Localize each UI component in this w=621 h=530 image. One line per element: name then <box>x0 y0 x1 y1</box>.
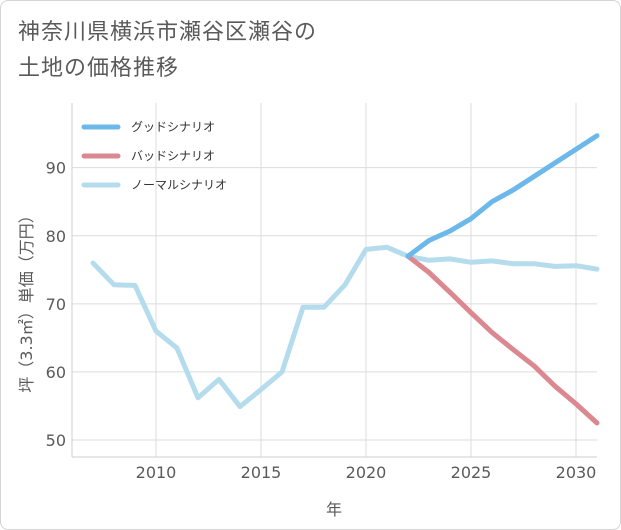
series-lines <box>90 133 600 426</box>
x-tick-labels: 2010 2015 2020 2025 2030 <box>136 463 597 482</box>
y-tick-label-90: 90 <box>46 159 66 178</box>
legend-label-0: グッドシナリオ <box>131 120 215 134</box>
y-tick-label-80: 80 <box>46 227 66 246</box>
y-axis-label: 坪（3.3㎡）単価（万円） <box>17 207 36 392</box>
x-tick-label-2020: 2020 <box>346 463 387 482</box>
legend-label-2: ノーマルシナリオ <box>131 178 227 192</box>
legend-label-1: バッドシナリオ <box>131 149 215 163</box>
x-tick-label-2015: 2015 <box>241 463 282 482</box>
x-axis-label: 年 <box>326 500 342 519</box>
chart-title: 神奈川県横浜市瀬谷区瀬谷の 土地の価格推移 <box>18 15 438 87</box>
grid-lines <box>72 103 597 457</box>
chart-title-line-1: 神奈川県横浜市瀬谷区瀬谷の <box>18 20 318 45</box>
y-tick-label-70: 70 <box>46 295 66 314</box>
x-tick-label-2025: 2025 <box>451 463 492 482</box>
x-tick-label-2030: 2030 <box>556 463 597 482</box>
y-tick-label-50: 50 <box>46 431 66 450</box>
series-line-1 <box>405 253 600 426</box>
y-tick-label-60: 60 <box>46 363 66 382</box>
y-tick-labels: 50 60 70 80 90 <box>46 159 66 450</box>
chart-title-line-2: 土地の価格推移 <box>18 56 180 81</box>
series-line-2 <box>90 244 600 410</box>
series-line-0 <box>405 133 600 259</box>
x-tick-label-2010: 2010 <box>136 463 177 482</box>
axes <box>71 103 597 458</box>
